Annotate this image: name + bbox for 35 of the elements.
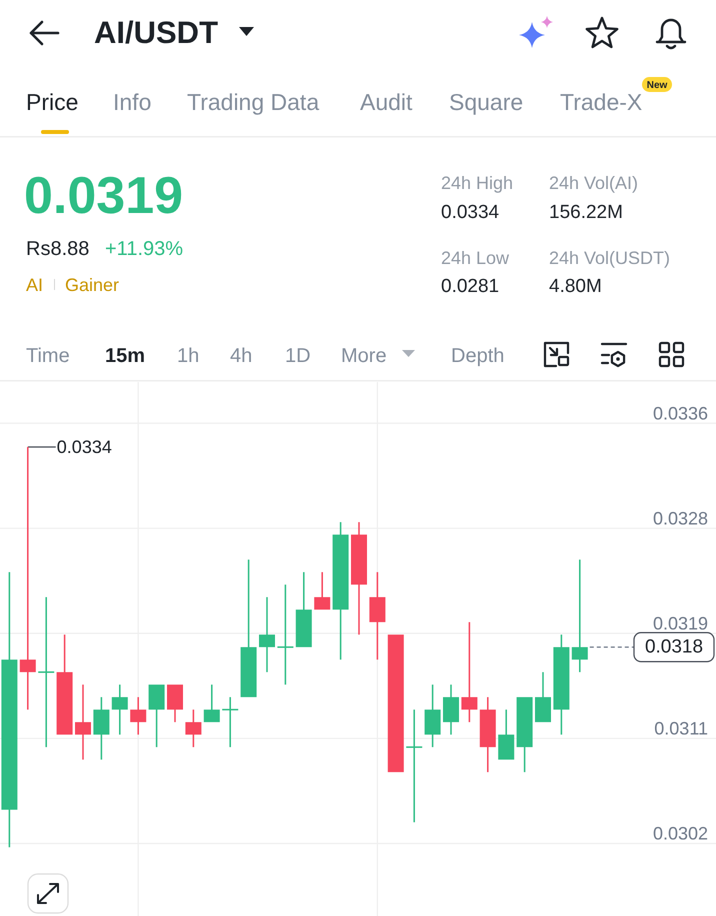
text: 0.0281: [441, 276, 500, 297]
y-tick-label: 0.0302: [652, 823, 708, 844]
text: 24h Vol(USDT): [549, 248, 670, 268]
text: Trade-X: [560, 89, 642, 115]
text: Trading Data: [187, 89, 320, 115]
text: AI: [26, 275, 44, 295]
annotation: 0.0334: [56, 437, 112, 458]
text: 4.80M: [549, 276, 602, 297]
ref-line-label: 0.0318: [644, 636, 704, 658]
text: +11.93%: [105, 238, 184, 260]
text: Time: [26, 345, 70, 367]
text: 15m: [105, 345, 146, 367]
text: 1h: [177, 345, 200, 367]
y-tick-label: 0.0328: [652, 508, 708, 528]
y-tick-label: 0.0311: [654, 718, 708, 738]
text: 156.22M: [549, 202, 623, 223]
text: 0.0319: [24, 167, 184, 225]
text: 0.0334: [441, 202, 500, 223]
y-tick-label: 0.0319: [652, 613, 708, 634]
text: 24h Vol(AI): [549, 173, 638, 193]
text: Price: [26, 89, 78, 115]
text: AI/USDT: [94, 15, 218, 50]
text: 4h: [230, 345, 252, 367]
y-tick-label: 0.0336: [652, 403, 708, 424]
text: Gainer: [65, 275, 120, 295]
text: 24h Low: [441, 248, 510, 268]
text: 24h High: [441, 173, 514, 193]
text: More: [341, 345, 387, 367]
text: Depth: [451, 345, 504, 367]
text: Info: [113, 89, 152, 115]
text: Square: [449, 89, 524, 115]
text: Audit: [360, 89, 414, 115]
text: Rs8.88: [26, 238, 90, 260]
text: New: [646, 80, 668, 91]
text: 1D: [285, 345, 311, 367]
